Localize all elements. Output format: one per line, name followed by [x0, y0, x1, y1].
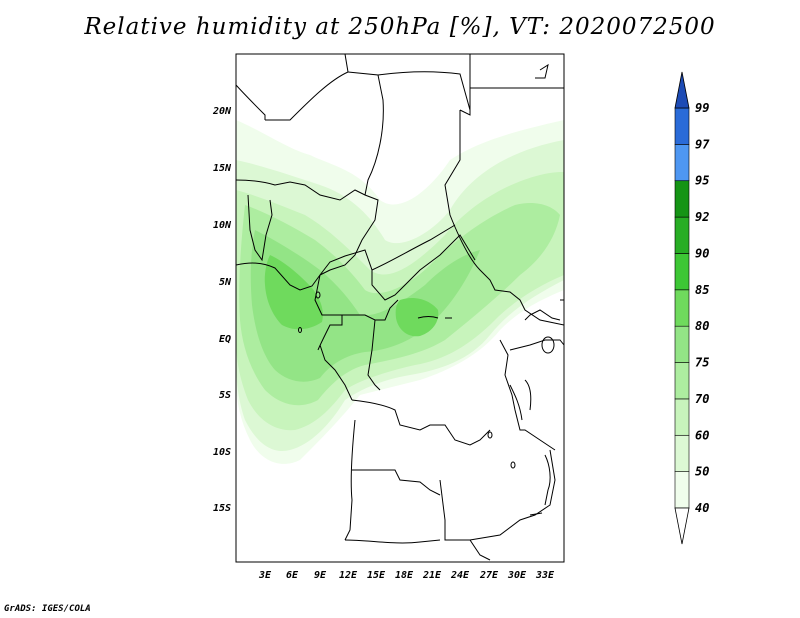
colorbar-label: 60: [695, 428, 709, 442]
lat-label: 5S: [219, 390, 231, 401]
rh-region-80b: [395, 298, 439, 337]
lon-label: 33E: [535, 570, 555, 581]
colorbar-bottom-arrow: [674, 507, 690, 545]
border-line: [469, 449, 556, 541]
lake-shape: [529, 512, 543, 516]
lake-shape: [417, 316, 439, 319]
colorbar-label: 92: [695, 210, 709, 224]
border-line: [524, 379, 532, 411]
colorbar-cell: [674, 362, 690, 400]
border-line: [247, 194, 273, 262]
border-line: [236, 234, 476, 301]
lon-label: 12E: [339, 570, 358, 581]
chart-title: Relative humidity at 250hPa [%], VT: 202…: [84, 14, 716, 40]
lat-label: 5N: [219, 277, 232, 288]
colorbar-cell: [674, 253, 690, 291]
border-line: [319, 344, 353, 401]
border-line: [544, 454, 551, 506]
lat-label: 20N: [212, 106, 232, 117]
colorbar-label: 50: [695, 465, 709, 479]
colorbar-label: 97: [695, 137, 710, 151]
latitude-labels: 20N 15N 10N 5N EQ 5S 10S 15S: [212, 106, 232, 514]
colorbar-cell: [674, 180, 690, 218]
colorbar-label: 80: [695, 319, 709, 333]
colorbar-label: 40: [695, 501, 709, 515]
lon-label: 24E: [450, 570, 470, 581]
border-line: [344, 419, 356, 541]
border-line: [509, 384, 523, 421]
border-line: [352, 469, 441, 496]
colorbar-label: 70: [695, 392, 709, 406]
border-line: [459, 109, 471, 116]
border-line: [444, 110, 564, 326]
lat-label: 10S: [213, 447, 231, 458]
lat-label: EQ: [219, 334, 231, 345]
lon-label: 9E: [314, 570, 327, 581]
border-line: [439, 479, 491, 561]
colorbar-label: 75: [695, 356, 709, 370]
rh-region-75: [250, 230, 480, 382]
border-line: [499, 339, 556, 451]
colorbar-label: 95: [695, 174, 709, 188]
lon-label: 6E: [286, 570, 299, 581]
humidity-shading: [236, 120, 564, 464]
colorbar-cell: [674, 144, 690, 182]
lat-label: 10N: [213, 220, 232, 231]
colorbar-top-arrow: [674, 71, 690, 109]
lat-label: 15N: [213, 163, 232, 174]
colorbar-label: 90: [695, 246, 709, 260]
colorbar-label: 85: [695, 283, 709, 297]
colorbar-cell: [674, 471, 690, 509]
lon-label: 15E: [367, 570, 386, 581]
country-borders: [236, 54, 564, 561]
border-line: [314, 274, 343, 351]
border-line: [347, 71, 384, 196]
lon-label: 18E: [395, 570, 414, 581]
border-line: [377, 54, 471, 111]
colorbar-cell: [674, 434, 690, 472]
border-line: [342, 299, 399, 321]
colorbar-cell: [674, 289, 690, 327]
border-line: [351, 399, 491, 446]
lon-label: 21E: [422, 570, 442, 581]
lake-shape: [541, 336, 555, 354]
lake-shape: [510, 461, 516, 469]
border-line: [509, 339, 564, 351]
lat-label: 15S: [213, 503, 231, 514]
border-line: [265, 54, 349, 121]
lake-shape: [315, 291, 321, 299]
border-line: [236, 179, 379, 276]
border-line: [236, 84, 266, 120]
map-frame: [235, 53, 565, 563]
border-line: [344, 539, 441, 544]
colorbar-label: 99: [695, 101, 709, 115]
lake-shape: [298, 327, 302, 333]
lake-shape: [487, 431, 493, 439]
colorbar-cell: [674, 398, 690, 436]
border-line: [524, 309, 561, 321]
border-line: [535, 63, 549, 79]
lon-label: 27E: [479, 570, 499, 581]
colorbar-cell: [674, 107, 690, 145]
colorbar: 40 50 60 70 75 80 85 90 92 95 97 99: [674, 71, 710, 545]
border-line: [371, 224, 456, 271]
lake-outlines: [298, 291, 555, 516]
lon-label: 30E: [507, 570, 527, 581]
grads-credit: GrADS: IGES/COLA: [4, 604, 91, 614]
longitude-labels: 3E 6E 9E 12E 15E 18E 21E 24E 27E 30E 33E: [258, 570, 555, 581]
lon-label: 3E: [258, 570, 272, 581]
colorbar-cell: [674, 325, 690, 363]
border-line: [367, 319, 381, 391]
colorbar-cell: [674, 216, 690, 254]
